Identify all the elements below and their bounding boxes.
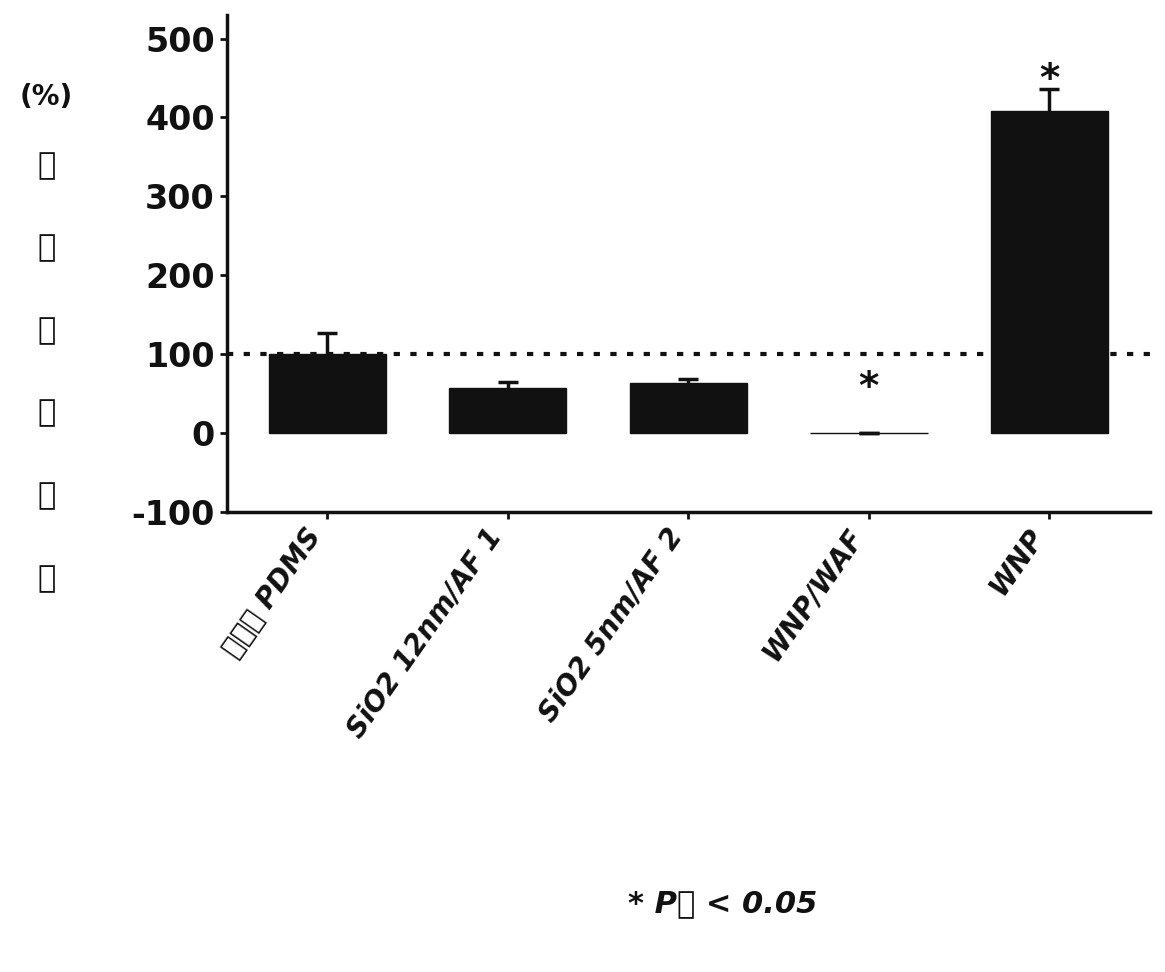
Bar [269, 354, 386, 433]
Text: 對: 對 [37, 233, 56, 262]
Text: (%): (%) [20, 84, 73, 111]
Text: 螢: 螢 [37, 316, 56, 345]
Bar [990, 111, 1108, 433]
Text: * P値 < 0.05: * P値 < 0.05 [628, 889, 817, 919]
Text: 光: 光 [37, 399, 56, 428]
Text: *: * [859, 368, 878, 407]
Text: 度: 度 [37, 564, 56, 593]
Text: *: * [1039, 60, 1059, 98]
Text: 強: 強 [37, 481, 56, 510]
Bar [450, 388, 566, 433]
Text: 相: 相 [37, 151, 56, 180]
Bar [629, 383, 747, 433]
